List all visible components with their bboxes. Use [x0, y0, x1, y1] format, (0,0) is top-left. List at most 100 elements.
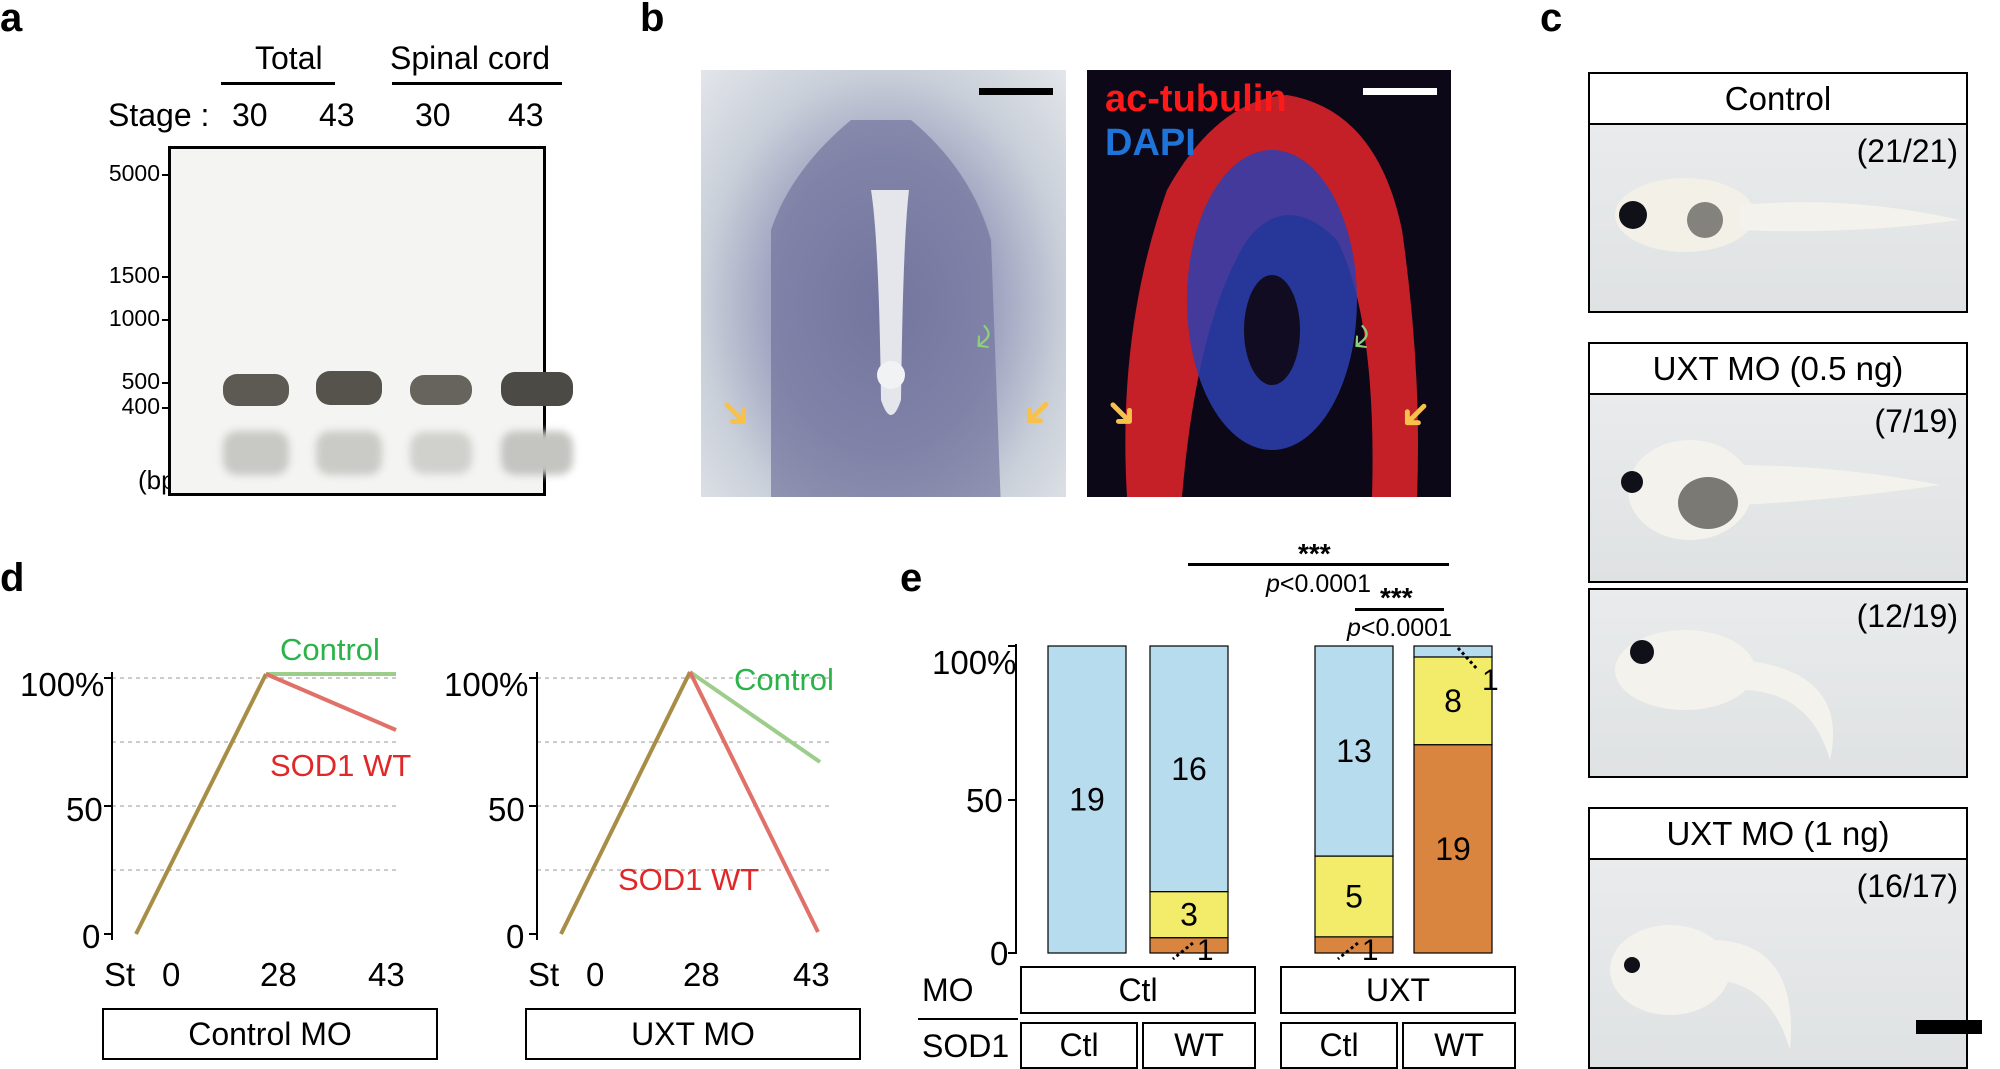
bar-value-label: 19	[1069, 782, 1105, 818]
sig-p-top: p<0.0001	[1266, 570, 1371, 598]
y-tick-label: 100%	[444, 666, 529, 703]
y-tick-label: 100%	[932, 644, 1017, 681]
uxt-low-header: UXT MO (0.5 ng)	[1588, 342, 1968, 395]
small-segment-label: 1	[1197, 934, 1214, 960]
stage-label: Stage :	[108, 97, 210, 133]
x-tick-label: St	[528, 956, 560, 993]
sig-bracket-bottom	[1355, 608, 1444, 611]
x-tick-label: 43	[368, 956, 405, 993]
left-survival-plot	[104, 672, 400, 940]
panel-letter-b: b	[640, 0, 665, 40]
mo-row-label: MO	[922, 972, 974, 1008]
gel-band	[501, 372, 573, 406]
panel-letter-d: d	[0, 556, 25, 600]
uxt-high-embryo-image: (16/17)	[1588, 858, 1982, 1069]
bar-segment	[1047, 645, 1127, 954]
survival-plots	[104, 670, 830, 940]
control-mo-box: Control MO	[102, 1008, 438, 1060]
marker-label: 500	[121, 368, 160, 394]
right-sod-label: SOD1 WT	[618, 862, 760, 897]
sod-group: Ctl	[1280, 1022, 1398, 1069]
panel-letter-c: c	[1540, 0, 1563, 40]
scale-bar	[979, 88, 1053, 95]
sod-group: WT	[1402, 1022, 1516, 1069]
lane-label: 43	[319, 97, 355, 133]
gel-band	[410, 375, 472, 405]
mo-group-uxt: UXT	[1280, 966, 1516, 1014]
bar-value-label: 19	[1435, 831, 1471, 867]
bar-value-label: 8	[1444, 683, 1462, 719]
small-segment-label: 1	[1362, 934, 1379, 960]
uxt-low-embryo-image-2: (12/19)	[1588, 588, 1968, 778]
x-tick-label: 0	[162, 956, 181, 993]
control-ratio: (21/21)	[1856, 133, 1958, 169]
gel-smear	[410, 432, 472, 474]
dapi-label: DAPI	[1105, 122, 1196, 164]
x-tick-label: 43	[793, 956, 830, 993]
lane-label: 30	[415, 97, 451, 133]
marker-label: 1000	[108, 305, 160, 331]
x-tick-label: 28	[683, 956, 720, 993]
sig-bracket-top	[1188, 563, 1449, 566]
x-tick-label: St	[104, 956, 136, 993]
bar-value-label: 5	[1345, 878, 1363, 914]
uxt-low-ratio-2: (12/19)	[1856, 598, 1958, 634]
gel-image	[168, 146, 573, 496]
x-tick-label: 28	[260, 956, 297, 993]
group-spinal-line	[392, 82, 562, 85]
y-tick-label: 50	[66, 791, 103, 828]
bar-segment	[1149, 891, 1229, 939]
sig-p-bottom: p<0.0001	[1347, 614, 1452, 642]
bar-segment	[1413, 645, 1493, 658]
bar-segment	[1314, 936, 1394, 954]
marker-label: 5000	[108, 160, 160, 186]
control-embryo-image: (21/21)	[1588, 123, 1968, 313]
group-total-line	[221, 82, 335, 85]
right-control-label: Control	[734, 662, 834, 697]
gel-band	[316, 371, 382, 405]
y-tick-label: 50	[966, 782, 1003, 819]
label-leader	[1456, 646, 1480, 672]
gel-smear	[501, 431, 573, 475]
bar-segment	[1413, 744, 1493, 954]
uxt-high-ratio: (16/17)	[1856, 868, 1958, 904]
y-tick-label: 100%	[20, 666, 105, 703]
ac-tubulin-label: ac-tubulin	[1105, 78, 1287, 120]
x-tick-label: 0	[586, 956, 605, 993]
bar-segment	[1413, 656, 1493, 746]
panel-letter-e: e	[900, 556, 923, 600]
marker-tick	[162, 174, 170, 176]
y-tick-label: 0	[506, 918, 525, 955]
mo-group-ctl: Ctl	[1020, 966, 1256, 1014]
scale-bar	[1916, 1020, 1982, 1034]
sig-stars-bottom: ***	[1380, 582, 1413, 613]
lane-label: 30	[232, 97, 268, 133]
y-tick-label: 0	[82, 918, 101, 955]
fluorescence-image: ac-tubulin DAPI ⤶ ➜ ➜	[1087, 70, 1451, 497]
scale-bar	[1363, 88, 1437, 95]
control-header: Control	[1588, 72, 1968, 125]
uxt-low-ratio: (7/19)	[1874, 403, 1958, 439]
bar-value-label: 13	[1336, 733, 1372, 769]
sod-group: WT	[1142, 1022, 1256, 1069]
sod-group: Ctl	[1020, 1022, 1138, 1069]
gel-smear	[223, 431, 289, 475]
bar-segment	[1314, 645, 1394, 857]
label-leader	[1336, 941, 1359, 960]
gel-band	[223, 374, 289, 406]
small-segment-label: 1	[1482, 664, 1499, 697]
bar-value-label: 3	[1180, 897, 1198, 933]
marker-label: 1500	[108, 262, 160, 288]
bar-segment	[1149, 937, 1229, 954]
left-control-label: Control	[280, 632, 380, 667]
sig-stars-top: ***	[1298, 538, 1331, 569]
gel-smear	[316, 431, 382, 475]
panel-letter-a: a	[0, 0, 23, 40]
marker-tick	[162, 407, 170, 409]
group-spinal-label: Spinal cord	[390, 40, 551, 76]
ish-image: ⤶ ➜ ➜	[701, 70, 1066, 497]
marker-tick	[162, 276, 170, 278]
sod-row-label: SOD1	[922, 1028, 1010, 1064]
lane-label: 43	[508, 97, 544, 133]
